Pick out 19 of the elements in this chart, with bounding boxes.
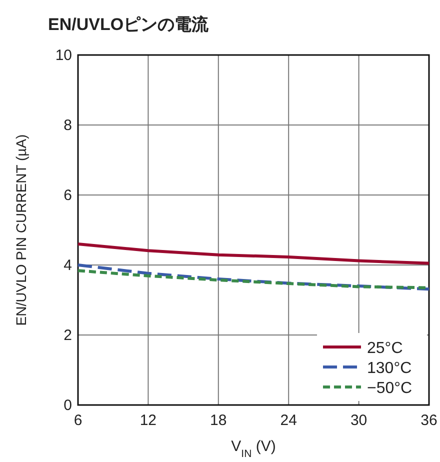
legend-label: 130°C <box>367 360 412 377</box>
x-tick-label: 30 <box>350 412 368 429</box>
y-tick-label: 4 <box>64 257 72 274</box>
x-tick-label: 36 <box>420 412 438 429</box>
x-tick-label: 18 <box>210 412 227 429</box>
y-tick-label: 8 <box>64 117 72 134</box>
legend-label: −50°C <box>367 380 412 397</box>
x-axis-title: V$_{IN}$ (V) <box>231 438 276 460</box>
legend-label: 25°C <box>367 340 403 357</box>
x-tick-label: 12 <box>140 412 157 429</box>
chart-title: EN/UVLOピンの電流 <box>48 15 210 34</box>
line-series <box>76 264 430 291</box>
y-tick-label: 0 <box>64 397 72 414</box>
line-series <box>76 242 430 265</box>
y-tick-label: 2 <box>64 327 72 344</box>
x-tick-label: 24 <box>280 412 297 429</box>
y-axis-title: EN/UVLO PIN CURRENT (µA) <box>13 134 29 326</box>
y-tick-label: 10 <box>55 47 72 64</box>
y-tick-label: 6 <box>64 187 72 204</box>
